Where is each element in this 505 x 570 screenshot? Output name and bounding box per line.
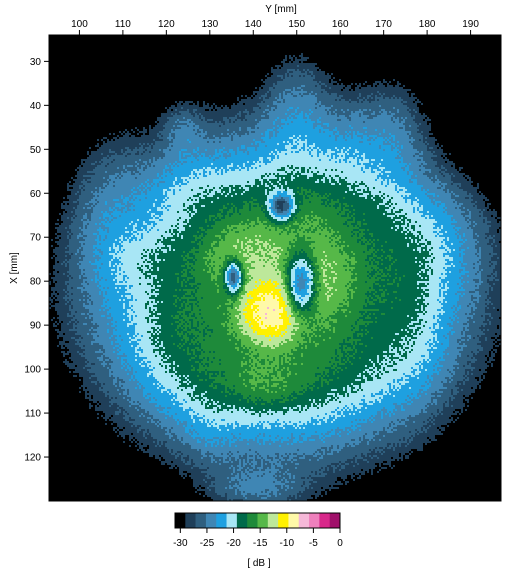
- colorbar-tick-label: 0: [337, 538, 343, 549]
- y-tick-label: 100: [24, 365, 41, 376]
- colorbar-swatch: [195, 513, 207, 528]
- colorbar-swatch: [247, 513, 258, 528]
- colorbar-label: [ dB ]: [247, 558, 271, 569]
- colorbar-swatch: [205, 513, 217, 528]
- colorbar-swatch: [329, 513, 341, 528]
- colorbar-swatch: [185, 513, 196, 528]
- plot-frame: [48, 34, 502, 502]
- colorbar-swatch: [267, 513, 279, 528]
- y-axis-ticks: 30 40 50 60 70 80 90 100 110 120: [24, 57, 49, 464]
- x-tick-label: 160: [332, 19, 349, 30]
- colorbar-tick-label: -20: [226, 538, 241, 549]
- colorbar-swatch: [298, 513, 310, 528]
- colorbar-swatch: [216, 513, 227, 528]
- x-axis-label: Y [mm]: [265, 4, 297, 15]
- y-tick-label: 60: [30, 189, 42, 200]
- x-tick-label: 180: [419, 19, 436, 30]
- colorbar-swatch: [278, 513, 289, 528]
- x-tick-label: 120: [158, 19, 175, 30]
- x-tick-label: 170: [375, 19, 392, 30]
- colorbar-tick-label: -10: [280, 538, 295, 549]
- colorbar-swatch: [236, 513, 248, 528]
- x-tick-label: 150: [288, 19, 305, 30]
- colorbar-tick-label: -15: [253, 538, 268, 549]
- colorbar-swatch: [175, 513, 186, 528]
- colorbar: [174, 512, 341, 529]
- colorbar-swatch: [257, 513, 269, 528]
- y-tick-label: 40: [30, 101, 42, 112]
- colorbar-tick-label: -30: [173, 538, 188, 549]
- y-tick-label: 30: [30, 57, 42, 68]
- y-tick-label: 80: [30, 277, 42, 288]
- colorbar-tick-label: -5: [309, 538, 318, 549]
- y-tick-label: 120: [24, 453, 41, 464]
- x-tick-label: 110: [115, 19, 131, 30]
- colorbar-swatch: [319, 513, 330, 528]
- x-tick-label: 130: [201, 19, 218, 30]
- colorbar-frame: [174, 512, 341, 529]
- colorbar-swatch: [309, 513, 320, 528]
- y-tick-label: 90: [30, 321, 42, 332]
- x-tick-label: 100: [71, 19, 88, 30]
- y-tick-label: 50: [30, 145, 42, 156]
- y-axis-label: X [mm]: [9, 252, 20, 284]
- colorbar-tick-label: -25: [200, 538, 215, 549]
- y-tick-label: 70: [30, 233, 42, 244]
- colorbar-ticks: -30 -25 -20 -15 -10 -5 0: [173, 528, 343, 549]
- x-tick-label: 190: [462, 19, 479, 30]
- colorbar-swatch: [288, 513, 300, 528]
- y-tick-label: 110: [25, 409, 41, 420]
- colorbar-swatch: [226, 513, 238, 528]
- x-axis-ticks: 100 110 120 130 140 150 160 170 180 190: [71, 19, 479, 35]
- heatmap-image: [49, 35, 501, 501]
- x-tick-label: 140: [245, 19, 262, 30]
